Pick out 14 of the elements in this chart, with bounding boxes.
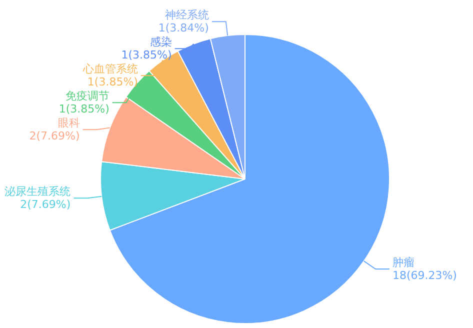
data-label: 18(69.23%) <box>392 268 457 282</box>
slice-label: 免疫调节 <box>65 90 110 103</box>
slice-label: 神经系统 <box>164 8 209 22</box>
data-label: 1(3.84%) <box>158 22 209 35</box>
slice-label: 肿瘤 <box>392 256 414 269</box>
slice-label: 泌尿生殖系统 <box>4 184 71 198</box>
data-label: 1(3.85%) <box>121 48 172 62</box>
slice-label: 眼科 <box>58 116 80 130</box>
data-label: 1(3.85%) <box>87 76 138 89</box>
data-label: 1(3.85%) <box>58 102 110 116</box>
data-label: 2(7.69%) <box>20 198 71 211</box>
slice-label: 感染 <box>150 36 172 49</box>
data-label: 2(7.69%) <box>29 130 80 143</box>
slice-label: 心血管系统 <box>82 62 138 76</box>
